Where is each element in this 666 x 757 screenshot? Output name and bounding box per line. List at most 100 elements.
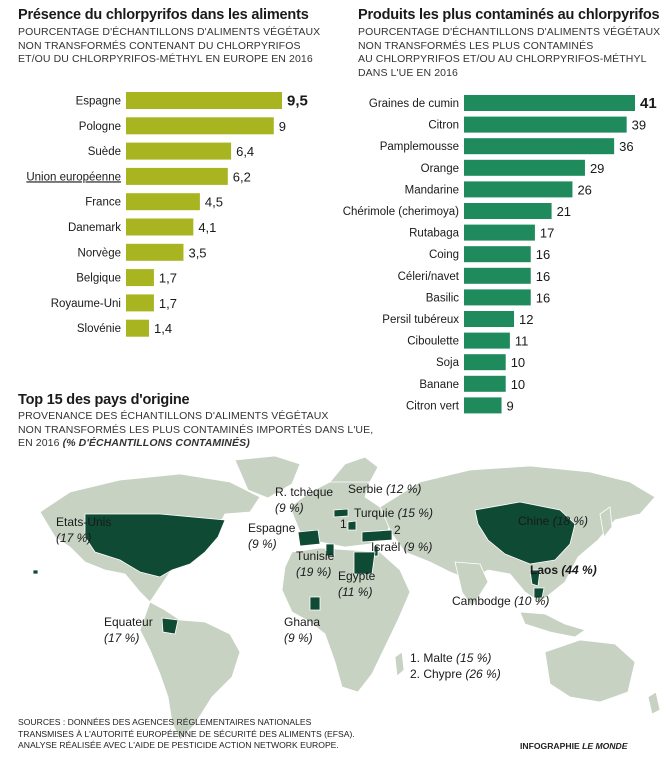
category-label: Banane [419, 379, 459, 391]
map-title: Top 15 des pays d'origine [18, 392, 190, 408]
value-label: 1,7 [159, 296, 177, 311]
south-america-land [139, 601, 241, 741]
bar [464, 289, 531, 306]
label-equateur: Equateur (17 %) [104, 615, 153, 645]
laos-highlight [529, 569, 541, 587]
left-chart-subtitle: POURCENTAGE D'ÉCHANTILLONS D'ALIMENTS VÉ… [18, 26, 321, 65]
greenland-land [234, 455, 301, 499]
label-tunisie: Tunisie (19 %) [296, 549, 335, 579]
bar [126, 319, 149, 337]
ghana-highlight [309, 596, 321, 611]
india-land [454, 561, 489, 608]
category-label: Céleri/navet [398, 271, 460, 283]
bar [126, 218, 194, 236]
note-chypre: 2. Chypre (26 %) [410, 667, 501, 681]
value-label: 9 [507, 398, 514, 413]
left-bar-chart: Espagne 9,5 Pologne 9 Suède 6,4 Union européen… [26, 92, 308, 337]
bar [126, 294, 154, 312]
new-zealand-land [647, 691, 661, 715]
label-laos: Laos (44 %) [530, 563, 597, 577]
hawaii-highlight [32, 569, 39, 575]
value-label: 9,5 [287, 93, 308, 110]
label-turquie: Turquie (15 %) [354, 506, 433, 520]
value-label: 6,2 [233, 169, 251, 184]
bar [464, 95, 635, 111]
label-israel: Israël (9 %) [371, 540, 433, 554]
category-label: Coing [429, 249, 459, 261]
bar [126, 167, 228, 185]
value-label: 11 [515, 334, 529, 349]
category-label: Rutabaga [409, 228, 459, 240]
japan-land [599, 506, 613, 538]
category-label: Norvège [78, 247, 121, 259]
category-label: Citron [428, 120, 459, 132]
value-label: 10 [511, 355, 525, 370]
label-chine: Chine (18 %) [518, 514, 589, 528]
label-ghana: Ghana (9 %) [284, 615, 321, 645]
bar [126, 193, 200, 211]
bar [464, 375, 506, 392]
bar [464, 246, 531, 263]
ecuador-highlight [161, 617, 179, 635]
bar [464, 354, 506, 371]
value-label: 16 [536, 269, 550, 284]
usa-highlight [84, 513, 226, 578]
turkey-highlight [361, 529, 393, 543]
bar [464, 224, 535, 241]
egypt-highlight [353, 551, 376, 575]
value-label: 41 [640, 95, 657, 112]
china-highlight [474, 501, 576, 565]
category-label: Slovénie [77, 323, 121, 335]
scandinavia-land [329, 456, 379, 483]
marker-1: 1 [340, 517, 347, 531]
category-label: Pamplemousse [380, 141, 459, 153]
category-label: Persil tubéreux [382, 314, 459, 326]
value-label: 3,5 [188, 245, 206, 260]
category-label: Danemark [68, 222, 121, 234]
right-bar-chart: Graines de cumin 41 Citron 39 Pamplemousse 36… [343, 95, 657, 414]
right-chart-title: Produits les plus contaminés au chlorpyr… [358, 7, 660, 23]
australia-land [544, 639, 636, 703]
label-etats-unis: Etats-Unis (17 %) [56, 515, 112, 545]
left-chart-title: Présence du chlorpyrifos dans les alimen… [18, 7, 309, 23]
category-label: Mandarine [405, 184, 459, 196]
value-label: 6,4 [236, 144, 254, 159]
label-serbie: Serbie (12 %) [348, 482, 422, 496]
label-egypte: Egypte (11 %) [338, 569, 376, 599]
category-label: Chérimole (cherimoya) [343, 206, 459, 218]
value-label: 10 [511, 377, 525, 392]
category-label: Ciboulette [407, 336, 459, 348]
category-label: Suède [88, 146, 121, 158]
value-label: 16 [536, 290, 550, 305]
category-label: Graines de cumin [369, 98, 459, 110]
value-label: 26 [577, 182, 591, 197]
category-label: Pologne [79, 121, 121, 133]
marker-2: 2 [394, 523, 401, 537]
map-subtitle: PROVENANCE DES ÉCHANTILLONS D'ALIMENTS V… [18, 410, 374, 449]
sources: SOURCES : DONNÉES DES AGENCES RÉGLEMENTA… [18, 717, 355, 750]
bar [464, 116, 627, 133]
bar [464, 332, 510, 349]
bar [126, 269, 154, 287]
right-chart-subtitle: POURCENTAGE D'ÉCHANTILLONS D'ALIMENTS VÉ… [358, 26, 661, 79]
label-espagne: Espagne (9 %) [248, 521, 296, 551]
category-label: France [85, 197, 121, 209]
bar [126, 117, 274, 135]
bar [464, 311, 515, 327]
value-label: 29 [590, 161, 604, 176]
category-label: Union européenne [26, 171, 121, 183]
category-label: Orange [421, 163, 459, 175]
tunisia-highlight [325, 543, 335, 557]
cambodia-highlight [533, 587, 545, 599]
category-label: Royaume-Uni [51, 298, 121, 310]
label-cambodge: Cambodge (10 %) [452, 594, 550, 608]
czech-highlight [333, 508, 349, 518]
value-label: 4,1 [198, 220, 216, 235]
value-label: 21 [557, 204, 571, 219]
bar [464, 181, 573, 198]
credit: INFOGRAPHIE LE MONDE [520, 741, 628, 751]
bar [464, 397, 502, 414]
value-label: 1,7 [159, 271, 177, 286]
value-label: 39 [632, 118, 646, 133]
spain-highlight [297, 529, 321, 547]
